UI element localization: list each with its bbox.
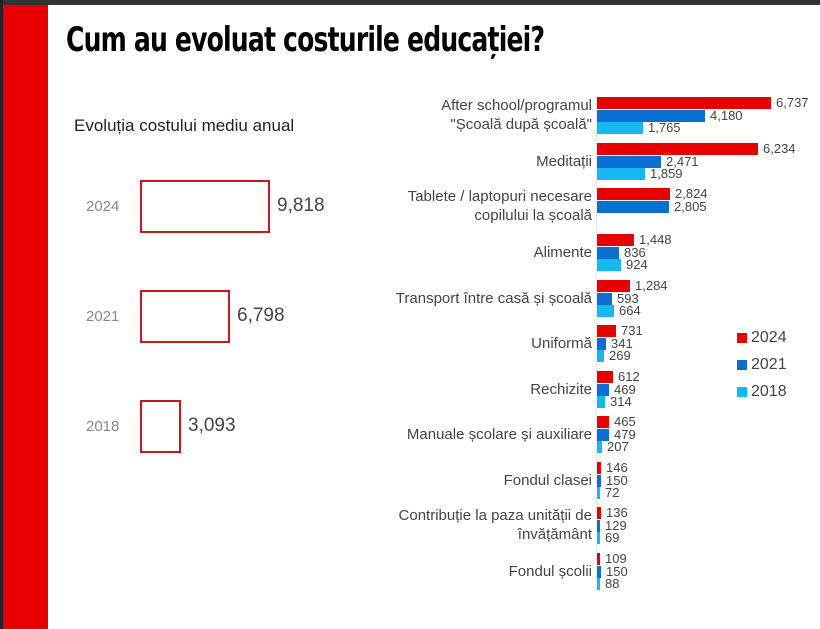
bar-2024 <box>597 553 600 565</box>
bar-value-label: 479 <box>614 426 636 442</box>
bar-2021 <box>597 337 606 350</box>
bar-value-label: 664 <box>619 303 641 318</box>
bar-value-label: 72 <box>605 485 620 500</box>
category-label: Meditații <box>536 152 592 170</box>
bar-value-label: 146 <box>606 460 628 475</box>
bar-2024 <box>597 188 670 200</box>
bar-2018 <box>597 259 621 271</box>
bar-2024 <box>597 97 771 109</box>
average-cost-box <box>140 400 181 453</box>
bar-value-label: 2,805 <box>674 198 707 214</box>
year-label: 2021 <box>86 308 120 325</box>
category-label: Uniformă <box>531 334 592 352</box>
bar-2024 <box>597 371 613 383</box>
legend-swatch-icon <box>737 360 747 370</box>
bar-value-label: 836 <box>624 244 646 260</box>
category-label: Tablete / laptopuri necesare copilului la… <box>407 188 592 224</box>
bar-value-label: 593 <box>617 290 639 306</box>
category-label: Manuale școlare și auxiliare <box>406 425 592 443</box>
bar-value-label: 269 <box>609 348 631 363</box>
average-cost-box <box>140 180 270 233</box>
bar-value-label: 314 <box>610 394 632 409</box>
bar-2024 <box>597 234 634 246</box>
bar-value-label: 469 <box>614 381 636 397</box>
bar-2018 <box>597 168 645 180</box>
legend-swatch-icon <box>737 333 747 343</box>
bar-2021 <box>597 155 661 168</box>
year-label: 2018 <box>86 418 120 435</box>
bar-2018 <box>597 305 614 317</box>
bar-2021 <box>597 246 619 259</box>
bar-2018 <box>597 578 600 590</box>
legend-item-2024: 2024 <box>737 329 787 347</box>
chart-axis <box>596 96 597 591</box>
bar-2018 <box>597 532 600 544</box>
bar-value-label: 150 <box>606 563 628 579</box>
category-label: Fondul clasei <box>503 471 592 489</box>
bar-value-label: 1,284 <box>635 278 668 293</box>
bar-value-label: 150 <box>606 472 628 488</box>
category-label: After school/programul "Școală după școal… <box>441 97 592 133</box>
bar-value-label: 88 <box>605 576 620 591</box>
category-label: Rechizite <box>530 380 592 398</box>
legend-item-2018: 2018 <box>737 383 787 401</box>
bar-value-label: 1,859 <box>650 166 683 181</box>
bar-value-label: 341 <box>611 335 633 351</box>
bar-value-label: 136 <box>606 505 628 520</box>
bar-2018 <box>597 396 605 408</box>
bar-value-label: 129 <box>605 517 627 533</box>
bar-2018 <box>597 487 600 499</box>
bar-value-label: 2,471 <box>666 153 699 169</box>
bar-value-label: 6,234 <box>763 141 796 156</box>
bar-2018 <box>597 122 643 134</box>
bar-2021 <box>597 383 609 396</box>
red-accent-strip <box>3 5 48 629</box>
average-cost-box <box>140 290 230 343</box>
bar-2021 <box>597 519 600 532</box>
legend-swatch-icon <box>737 387 747 397</box>
bar-value-label: 4,180 <box>710 107 743 123</box>
bar-value-label: 612 <box>618 369 640 384</box>
bar-2021 <box>597 292 612 305</box>
bar-value-label: 109 <box>605 551 627 566</box>
bar-2024 <box>597 280 630 292</box>
bar-value-label: 1,448 <box>639 232 672 247</box>
bar-2021 <box>597 565 601 578</box>
bar-value-label: 731 <box>621 323 643 338</box>
bar-2018 <box>597 350 604 362</box>
page-title: Cum au evoluat costurile educației? <box>66 20 545 60</box>
panel-subtitle: Evoluția costului mediu anual <box>74 116 295 135</box>
category-label: Transport între casă și școală <box>395 289 592 307</box>
bar-value-label: 6,737 <box>776 95 809 110</box>
legend-label: 2021 <box>751 356 787 373</box>
legend-label: 2018 <box>751 383 787 400</box>
bar-value-label: 207 <box>607 439 629 454</box>
bar-2024 <box>597 507 601 519</box>
bar-2021 <box>597 109 705 122</box>
bar-2024 <box>597 325 616 337</box>
legend-item-2021: 2021 <box>737 356 787 374</box>
left-border <box>0 0 3 629</box>
average-cost-value: 9,818 <box>277 195 325 216</box>
top-border <box>0 0 820 5</box>
category-label: Fondul școlii <box>508 562 592 580</box>
category-label: Contribuție la paza unității de învățămân… <box>398 507 592 543</box>
bar-value-label: 2,824 <box>675 186 708 201</box>
bar-2024 <box>597 143 758 155</box>
bar-2024 <box>597 462 601 474</box>
bar-2021 <box>597 428 609 441</box>
average-cost-value: 3,093 <box>188 415 236 436</box>
bar-2021 <box>597 474 601 487</box>
category-label: Alimente <box>533 243 592 261</box>
bar-value-label: 69 <box>605 530 620 545</box>
bar-2018 <box>597 441 602 453</box>
bar-value-label: 465 <box>614 414 636 429</box>
average-cost-value: 6,798 <box>237 305 285 326</box>
bar-value-label: 924 <box>626 257 648 272</box>
bar-2024 <box>597 416 609 428</box>
legend-label: 2024 <box>751 329 787 346</box>
bar-value-label: 1,765 <box>648 120 681 135</box>
bar-2021 <box>597 200 669 213</box>
year-label: 2024 <box>86 198 120 215</box>
